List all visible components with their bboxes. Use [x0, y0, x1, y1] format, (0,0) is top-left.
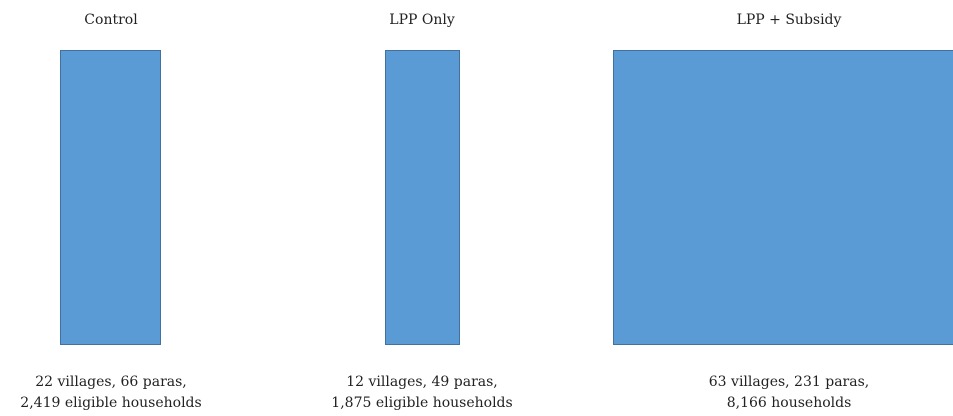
group-caption-control: 22 villages, 66 paras, 2,419 eligible ho… — [20, 372, 201, 414]
group-title-lpp-subsidy: LPP + Subsidy — [736, 12, 842, 28]
caption-line-2: 1,875 eligible households — [331, 395, 513, 411]
caption-line-1: 63 villages, 231 paras, — [708, 374, 870, 390]
caption-line-1: 12 villages, 49 paras, — [346, 374, 498, 390]
group-title-lpp-only: LPP Only — [389, 12, 455, 28]
group-title-control: Control — [84, 12, 138, 28]
group-caption-lpp-only: 12 villages, 49 paras, 1,875 eligible ho… — [331, 372, 512, 414]
caption-line-2: 2,419 eligible households — [20, 395, 202, 411]
group-box-lpp-only — [385, 50, 460, 345]
caption-line-2: 8,166 households — [726, 395, 852, 411]
group-box-control — [60, 50, 161, 345]
caption-line-1: 22 villages, 66 paras, — [35, 374, 187, 390]
group-box-lpp-subsidy — [613, 50, 953, 345]
group-caption-lpp-subsidy: 63 villages, 231 paras, 8,166 households — [709, 372, 869, 414]
